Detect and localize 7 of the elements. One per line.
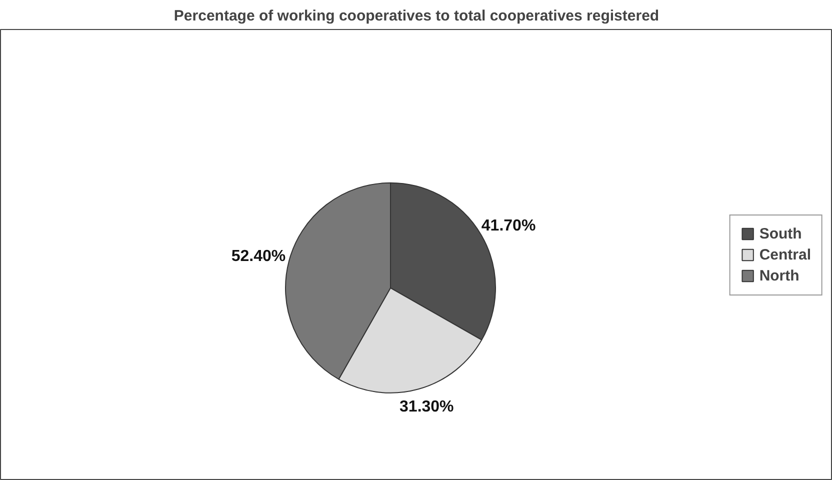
legend-label: Central — [759, 246, 811, 263]
legend-label: South — [759, 225, 802, 242]
data-label: 52.40% — [231, 248, 286, 265]
legend-label: North — [759, 267, 800, 284]
data-label: 31.30% — [400, 398, 454, 416]
chart-title: Percentage of working cooperatives to total cooperatives registered — [174, 8, 660, 24]
data-label: 41.70% — [481, 217, 536, 234]
